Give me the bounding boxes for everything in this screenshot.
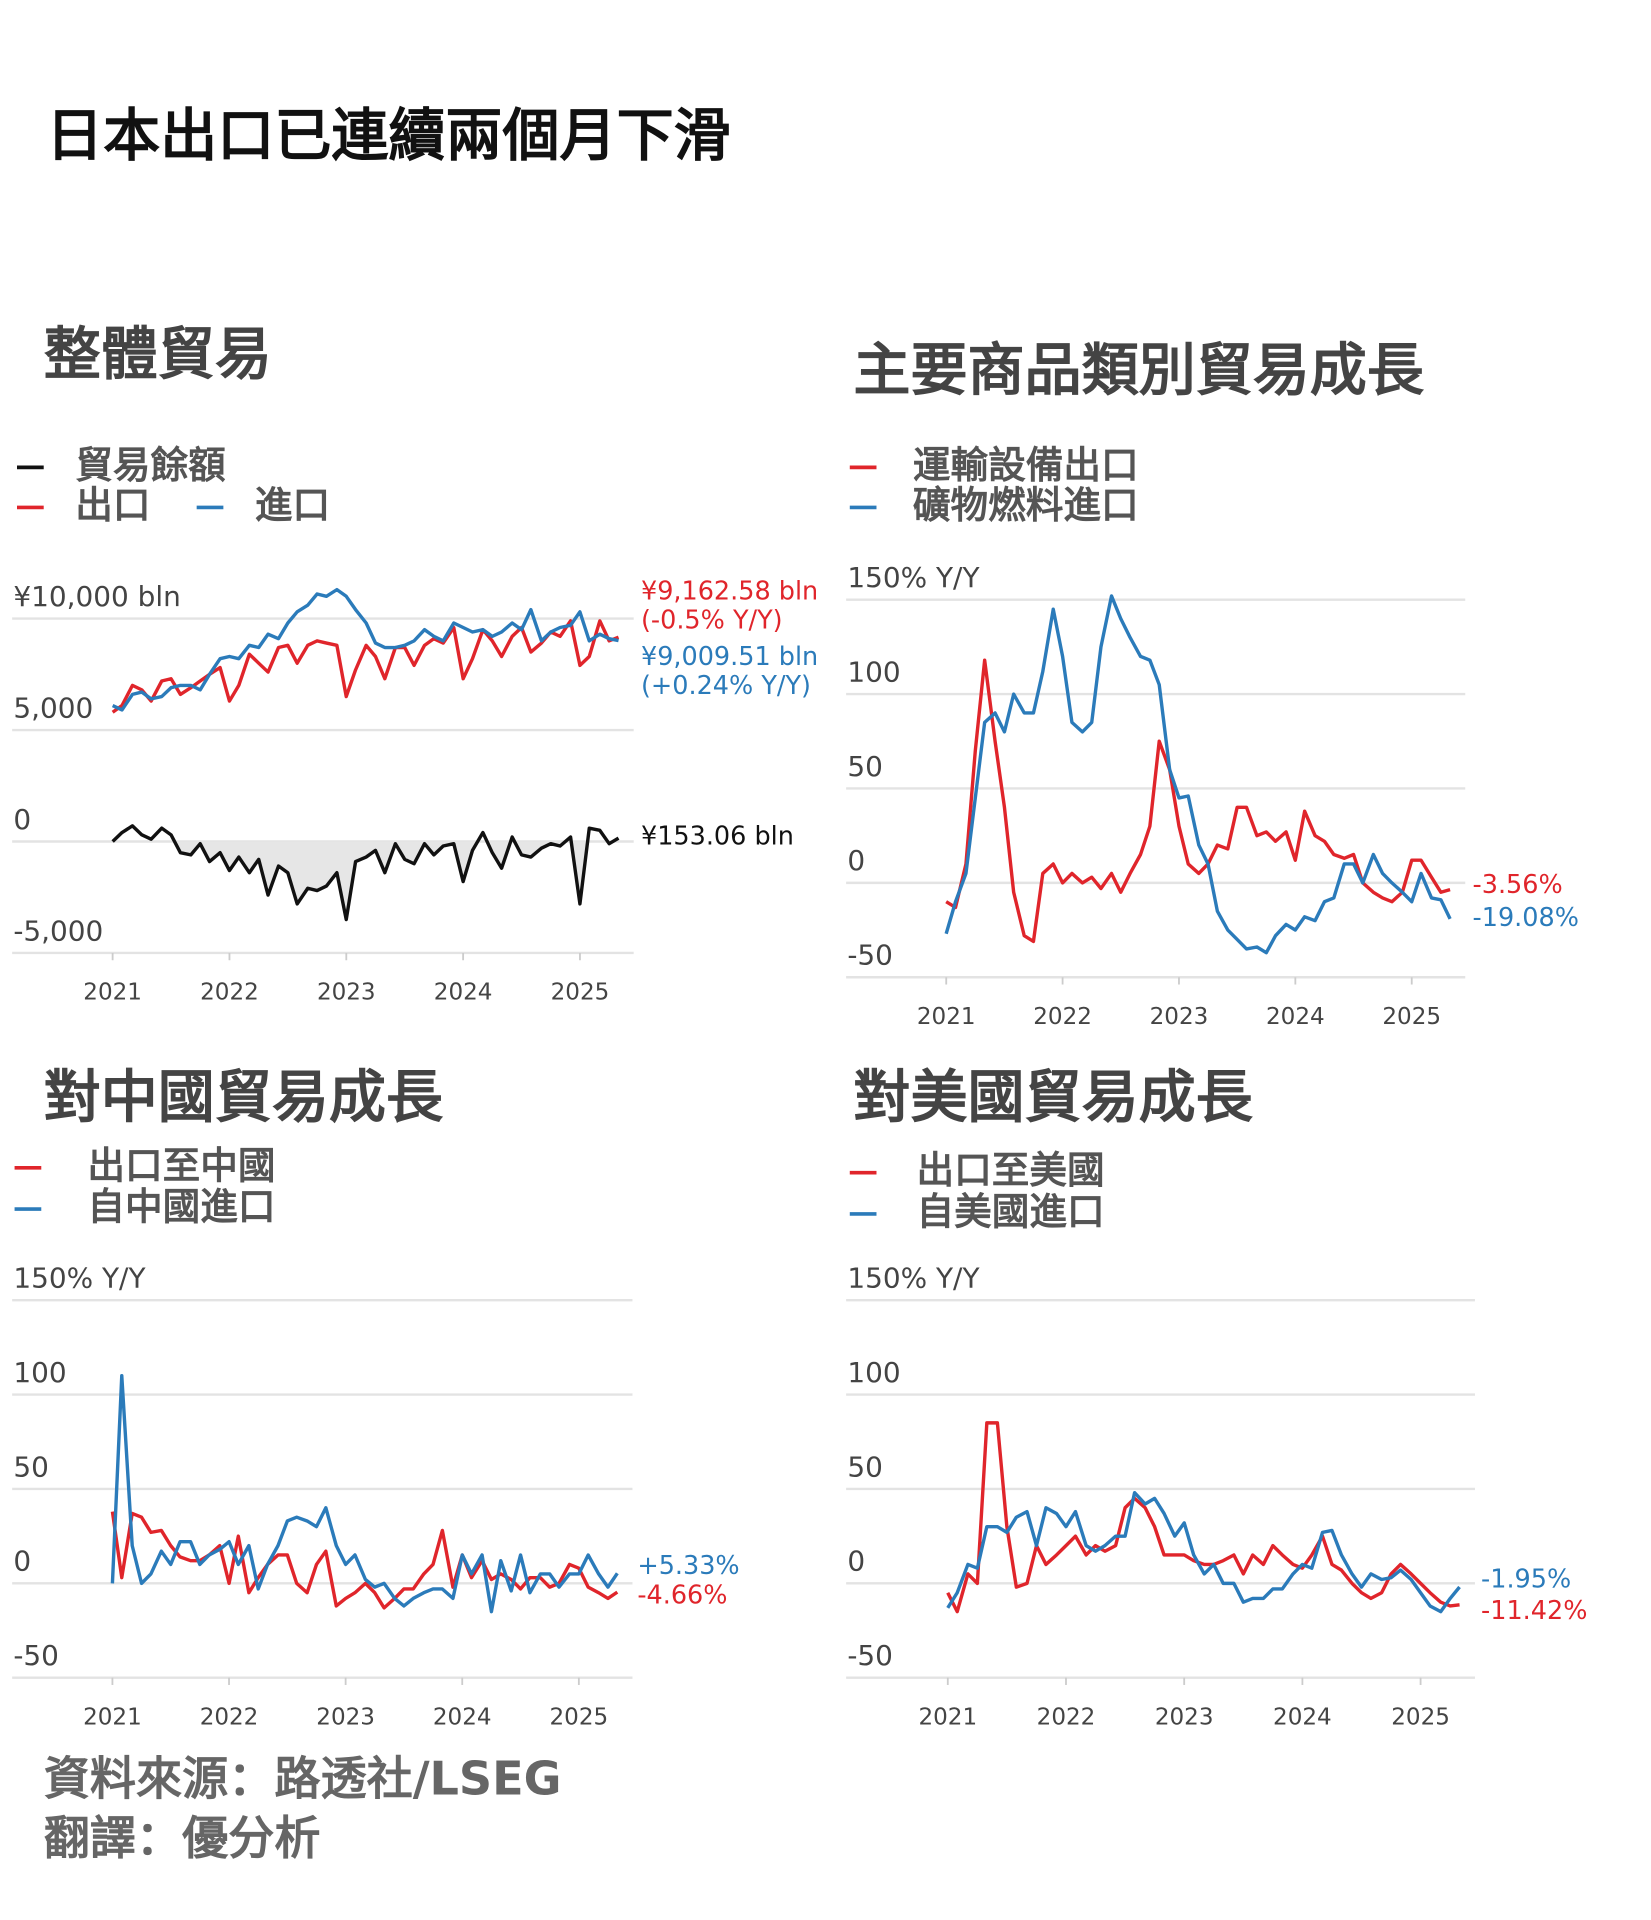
- end-label: -3.56%: [1473, 870, 1563, 900]
- end-label: -4.66%: [637, 1580, 727, 1610]
- y-tick-label: 50: [847, 1450, 883, 1483]
- end-label: (-0.5% Y/Y): [641, 606, 783, 636]
- x-tick-label: 2025: [1391, 1704, 1450, 1730]
- end-label: ¥9,009.51 bln: [641, 642, 818, 672]
- x-tick-label: 2025: [550, 1704, 609, 1730]
- y-tick-label: 50: [847, 750, 883, 783]
- line: [110, 1373, 619, 1614]
- line: [111, 587, 619, 712]
- y-tick-label: ¥10,000 bln: [13, 580, 180, 613]
- x-tick-label: 2024: [1273, 1704, 1332, 1730]
- y-tick-label: 0: [13, 1545, 31, 1578]
- x-tick-label: 2023: [1150, 1004, 1209, 1030]
- x-tick-label: 2021: [917, 1004, 976, 1030]
- y-tick-label: 150% Y/Y: [13, 1262, 146, 1295]
- y-tick-label: 0: [847, 1545, 865, 1578]
- x-tick-label: 2023: [317, 980, 376, 1006]
- chart-title: 整體貿易: [44, 322, 272, 388]
- x-tick-label: 2025: [551, 980, 610, 1006]
- x-tick-label: 2024: [433, 1704, 492, 1730]
- legend-label: 貿易餘額: [75, 443, 226, 487]
- y-tick-label: 5,000: [13, 691, 93, 724]
- y-tick-label: -5,000: [13, 914, 103, 947]
- y-tick-label: 100: [847, 655, 900, 688]
- x-tick-label: 2024: [434, 980, 493, 1006]
- y-tick-label: 100: [847, 1356, 900, 1389]
- main-title: 日本出口已連續兩個月下滑: [46, 103, 731, 169]
- legend-label: 自中國進口: [87, 1185, 275, 1229]
- y-tick-label: -50: [847, 1639, 893, 1672]
- legend-label: 礦物燃料進口: [913, 483, 1139, 527]
- y-tick-label: 100: [13, 1356, 66, 1389]
- source-note: 資料來源：路透社/LSEG: [44, 1752, 562, 1806]
- x-tick-label: 2024: [1266, 1004, 1325, 1030]
- end-label: -19.08%: [1473, 903, 1579, 933]
- legend-label: 出口至中國: [87, 1143, 275, 1187]
- end-label: -1.95%: [1481, 1565, 1571, 1595]
- y-tick-label: 0: [13, 803, 31, 836]
- x-tick-label: 2025: [1382, 1004, 1441, 1030]
- x-tick-label: 2021: [918, 1704, 977, 1730]
- end-label: -11.42%: [1481, 1596, 1587, 1626]
- translation-note: 翻譯：優分析: [44, 1811, 321, 1865]
- x-tick-label: 2022: [200, 980, 259, 1006]
- x-tick-label: 2021: [83, 1704, 142, 1730]
- line: [946, 1421, 1460, 1614]
- y-tick-label: 0: [847, 844, 865, 877]
- chart-title: 主要商品類別貿易成長: [853, 338, 1424, 404]
- x-tick-label: 2022: [1037, 1704, 1096, 1730]
- y-tick-label: -50: [847, 939, 893, 972]
- chart-title: 對美國貿易成長: [853, 1065, 1253, 1131]
- line: [110, 1511, 619, 1610]
- line: [944, 594, 1452, 955]
- legend-label: 進口: [255, 483, 330, 527]
- end-label: +5.33%: [637, 1551, 739, 1581]
- area: [112, 841, 619, 920]
- line: [945, 658, 1451, 944]
- end-label: ¥9,162.58 bln: [641, 576, 818, 606]
- line: [111, 824, 620, 922]
- y-tick-label: 150% Y/Y: [847, 1262, 980, 1295]
- legend-label: 出口: [75, 483, 150, 527]
- x-tick-label: 2023: [316, 1704, 375, 1730]
- x-tick-label: 2022: [1033, 1004, 1092, 1030]
- legend-label: 運輸設備出口: [913, 443, 1139, 487]
- x-tick-label: 2023: [1155, 1704, 1214, 1730]
- y-tick-label: 50: [13, 1450, 49, 1483]
- y-tick-label: -50: [13, 1639, 59, 1672]
- end-label: ¥153.06 bln: [641, 822, 794, 852]
- y-tick-label: 150% Y/Y: [847, 561, 980, 594]
- x-tick-label: 2021: [83, 980, 142, 1006]
- line: [111, 619, 620, 714]
- x-tick-label: 2022: [200, 1704, 259, 1730]
- end-label: (+0.24% Y/Y): [641, 671, 811, 701]
- legend-label: 自美國進口: [917, 1189, 1105, 1233]
- legend-label: 出口至美國: [917, 1148, 1105, 1192]
- line: [946, 1490, 1461, 1614]
- chart-title: 對中國貿易成長: [44, 1065, 444, 1131]
